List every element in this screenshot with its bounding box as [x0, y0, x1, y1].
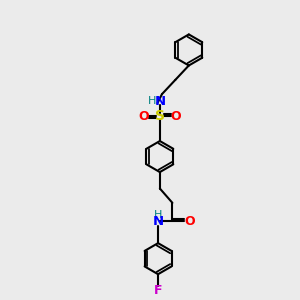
Text: H: H — [148, 96, 156, 106]
Text: N: N — [154, 95, 165, 108]
Text: O: O — [171, 110, 181, 123]
Text: F: F — [154, 284, 162, 297]
Text: O: O — [138, 110, 149, 123]
Text: O: O — [184, 215, 195, 228]
Text: H: H — [154, 210, 162, 220]
Text: S: S — [155, 109, 165, 123]
Text: N: N — [152, 215, 164, 228]
